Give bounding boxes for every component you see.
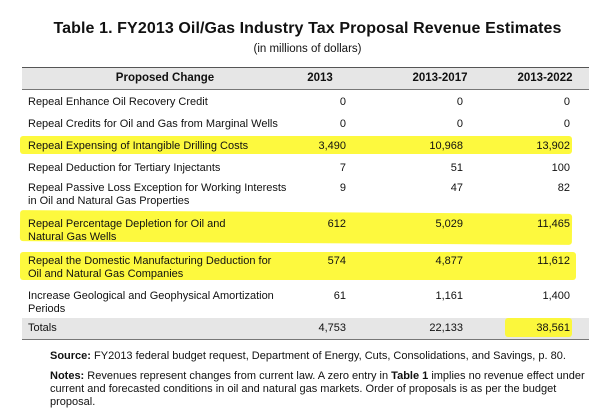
header-band	[22, 67, 589, 90]
row-value-2013: 0	[339, 118, 346, 130]
row-change: Repeal Expensing of Intangible Drilling …	[28, 140, 249, 152]
header-2013-2017: 2013-2017	[412, 72, 468, 84]
row-value-2013-2022: 0	[563, 96, 570, 108]
row-value-2013-2017: 51	[450, 162, 463, 174]
row-value-2013-2017: 1,161	[435, 290, 463, 302]
notes: Notes: Revenues represent changes from c…	[50, 370, 590, 409]
row-change: Repeal Percentage Depletion for Oil and …	[28, 218, 226, 243]
source-note: Source: FY2013 federal budget request, D…	[50, 350, 590, 363]
source-label: Source:	[50, 350, 91, 362]
totals-band	[22, 318, 589, 340]
row-value-2013-2017: 0	[456, 96, 463, 108]
row-value-2013-2022: 82	[557, 182, 570, 194]
row-change: Repeal Credits for Oil and Gas from Marg…	[28, 118, 278, 130]
row-value-2013: 3,490	[318, 140, 346, 152]
highlight-mark-row-7	[20, 252, 576, 280]
row-value-2013: 0	[339, 96, 346, 108]
row-value-2013-2022: 100	[551, 162, 570, 174]
notes-text-b: implies no revenue effect under current …	[50, 370, 585, 408]
row-change: Repeal Deduction for Tertiary Injectants	[28, 162, 221, 174]
highlight-mark-total	[505, 318, 572, 337]
row-value-2013-2022: 0	[563, 118, 570, 130]
totals-label: Totals	[28, 322, 57, 334]
table-subtitle: (in millions of dollars)	[253, 43, 362, 55]
row-value-2013-2017: 4,877	[435, 255, 463, 267]
notes-table-ref: Table 1	[391, 370, 429, 382]
header-2013-2022: 2013-2022	[517, 72, 573, 84]
row-value-2013-2022: 11,612	[537, 255, 570, 267]
totals-value-2013: 4,753	[318, 322, 346, 334]
row-value-2013-2022: 13,902	[536, 140, 570, 152]
table-title: Table 1. FY2013 Oil/Gas Industry Tax Pro…	[53, 20, 562, 37]
row-value-2013: 612	[327, 218, 346, 230]
row-change: Increase Geological and Geophysical Amor…	[28, 290, 274, 315]
row-value-2013-2017: 5,029	[435, 218, 463, 230]
row-value-2013-2017: 10,968	[429, 140, 463, 152]
row-value-2013: 61	[333, 290, 346, 302]
totals-value-2013-2017: 22,133	[429, 322, 463, 334]
row-value-2013-2017: 47	[450, 182, 463, 194]
header-proposed-change: Proposed Change	[115, 72, 215, 84]
row-value-2013-2022: 1,400	[542, 290, 570, 302]
row-value-2013: 9	[339, 182, 346, 194]
row-change: Repeal the Domestic Manufacturing Deduct…	[28, 255, 272, 280]
notes-label: Notes:	[50, 370, 85, 382]
row-change: Repeal Passive Loss Exception for Workin…	[28, 182, 287, 207]
totals-value-2013-2022: 38,561	[536, 322, 570, 334]
row-value-2013-2017: 0	[456, 118, 463, 130]
header-2013: 2013	[307, 72, 333, 84]
row-change: Repeal Enhance Oil Recovery Credit	[28, 96, 208, 108]
row-value-2013: 7	[339, 162, 346, 174]
row-value-2013: 574	[327, 255, 346, 267]
row-value-2013-2022: 11,465	[537, 218, 570, 230]
highlight-mark-row-3	[20, 136, 572, 154]
notes-text-a: Revenues represent changes from current …	[84, 370, 392, 382]
source-text: FY2013 federal budget request, Departmen…	[90, 350, 566, 362]
